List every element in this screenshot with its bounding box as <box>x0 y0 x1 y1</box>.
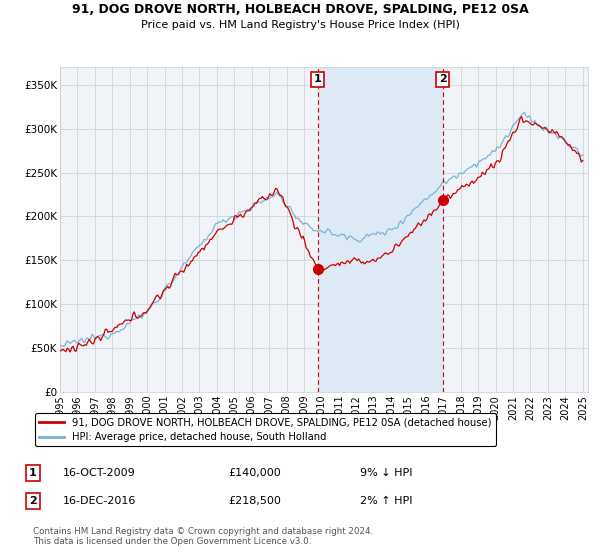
Legend: 91, DOG DROVE NORTH, HOLBEACH DROVE, SPALDING, PE12 0SA (detached house), HPI: A: 91, DOG DROVE NORTH, HOLBEACH DROVE, SPA… <box>35 413 496 446</box>
Text: 2% ↑ HPI: 2% ↑ HPI <box>360 496 413 506</box>
Text: 16-DEC-2016: 16-DEC-2016 <box>63 496 136 506</box>
Bar <box>318 67 443 392</box>
Text: £218,500: £218,500 <box>228 496 281 506</box>
Text: £140,000: £140,000 <box>228 468 281 478</box>
Text: Contains HM Land Registry data © Crown copyright and database right 2024.
This d: Contains HM Land Registry data © Crown c… <box>33 526 373 546</box>
Text: 1: 1 <box>314 74 322 85</box>
Text: Price paid vs. HM Land Registry's House Price Index (HPI): Price paid vs. HM Land Registry's House … <box>140 20 460 30</box>
Text: 2: 2 <box>439 74 446 85</box>
Text: 91, DOG DROVE NORTH, HOLBEACH DROVE, SPALDING, PE12 0SA: 91, DOG DROVE NORTH, HOLBEACH DROVE, SPA… <box>71 3 529 16</box>
Text: 1: 1 <box>29 468 37 478</box>
Text: 16-OCT-2009: 16-OCT-2009 <box>63 468 136 478</box>
Text: 9% ↓ HPI: 9% ↓ HPI <box>360 468 413 478</box>
Text: 2: 2 <box>29 496 37 506</box>
